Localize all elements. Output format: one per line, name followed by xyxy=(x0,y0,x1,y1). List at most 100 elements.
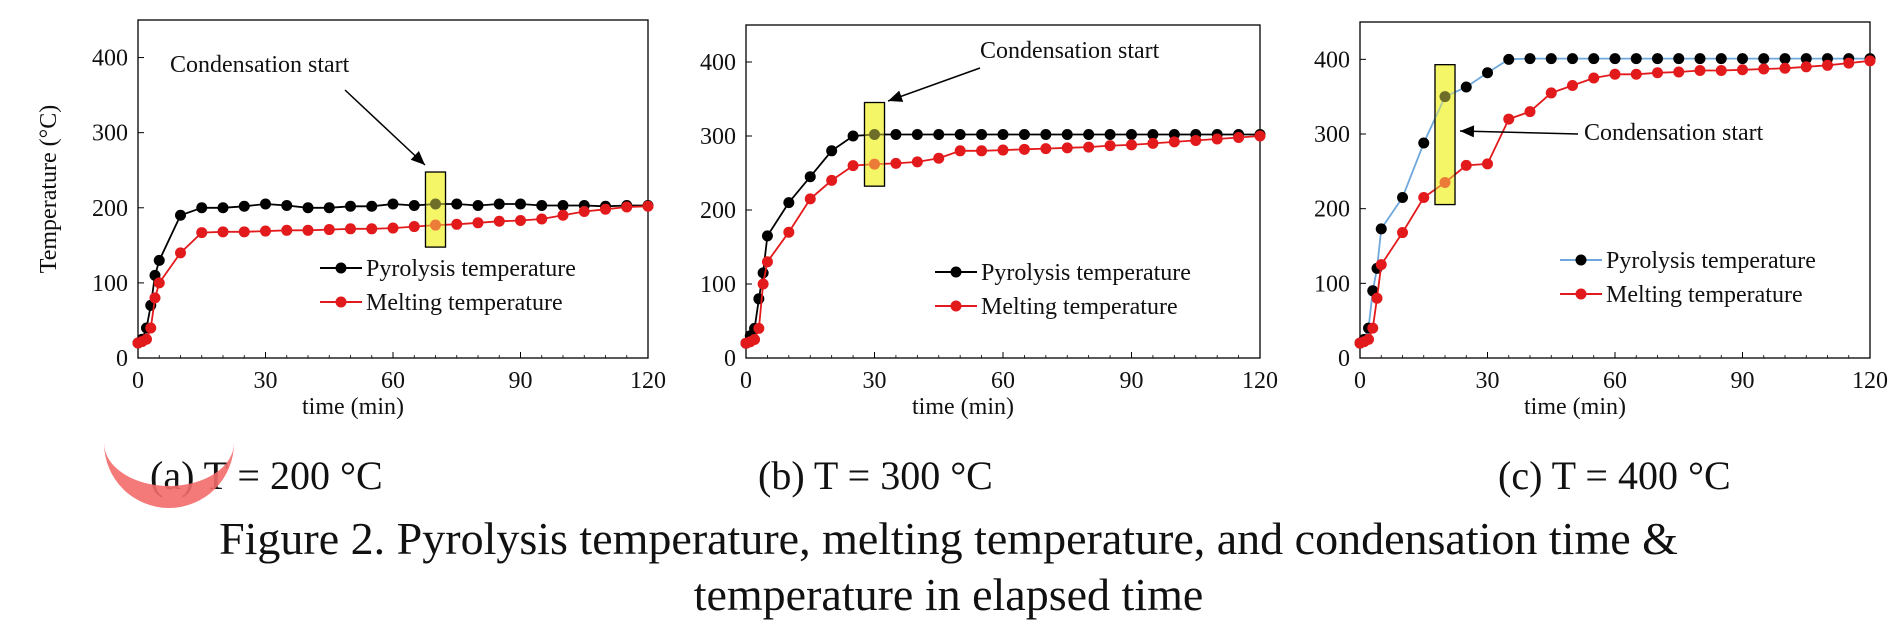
annotation-text-1: Condensation start xyxy=(980,38,1160,64)
data-point-2-0 xyxy=(1588,53,1600,65)
legend-label-0-0: Pyrolysis temperature xyxy=(366,256,576,282)
data-point-0-0 xyxy=(281,200,293,212)
data-point-0-0 xyxy=(515,198,526,210)
annotation-arrow-line-2 xyxy=(1459,130,1579,135)
data-point-2-1 xyxy=(1363,333,1374,345)
data-point-0-1 xyxy=(408,221,420,233)
subcaption-b: (b) T = 300 °C xyxy=(758,453,993,498)
y-tick-label-0: 200 xyxy=(92,196,128,222)
legend-marker-0-0 xyxy=(335,262,347,274)
data-point-2-1 xyxy=(1779,62,1791,74)
data-point-0-1 xyxy=(141,333,152,345)
data-point-0-0 xyxy=(345,200,356,212)
data-point-2-0 xyxy=(1630,53,1642,65)
data-point-2-1 xyxy=(1843,57,1855,69)
data-point-2-1 xyxy=(1609,68,1621,80)
data-point-2-0 xyxy=(1460,81,1472,93)
data-point-0-1 xyxy=(451,218,463,230)
data-point-2-0 xyxy=(1567,53,1578,65)
x-tick-label-1: 120 xyxy=(1242,368,1278,394)
data-point-1-0 xyxy=(997,129,1009,141)
data-point-2-1 xyxy=(1588,72,1600,84)
data-point-1-1 xyxy=(1147,137,1159,149)
data-point-0-0 xyxy=(451,198,463,210)
data-point-0-0 xyxy=(196,202,208,214)
annotation-text-0: Condensation start xyxy=(170,52,350,78)
legend-label-0-1: Melting temperature xyxy=(366,290,563,316)
x-tick-label-1: 90 xyxy=(1120,368,1144,394)
data-point-1-1 xyxy=(976,145,988,157)
x-tick-label-1: 60 xyxy=(991,368,1015,394)
data-point-1-0 xyxy=(911,129,923,141)
data-point-0-1 xyxy=(175,247,186,259)
data-point-1-0 xyxy=(1040,129,1052,141)
data-point-0-1 xyxy=(600,203,611,215)
legend-marker-2-1 xyxy=(1575,288,1587,300)
data-point-1-1 xyxy=(1040,143,1052,155)
data-point-2-0 xyxy=(1439,91,1451,103)
figure-caption-line-1: Figure 2. Pyrolysis temperature, melting… xyxy=(219,513,1678,564)
y-tick-label-1: 100 xyxy=(700,272,736,298)
data-point-0-1 xyxy=(281,224,293,236)
data-point-0-0 xyxy=(175,209,186,221)
y-tick-label-0: 0 xyxy=(116,346,128,372)
data-point-1-1 xyxy=(847,160,859,172)
data-point-1-0 xyxy=(976,129,988,141)
data-point-2-0 xyxy=(1758,53,1770,65)
data-point-2-1 xyxy=(1503,113,1515,125)
y-tick-label-1: 400 xyxy=(700,50,736,76)
data-point-1-0 xyxy=(757,267,769,279)
y-tick-label-2: 200 xyxy=(1314,197,1350,223)
data-point-1-1 xyxy=(1211,133,1223,145)
y-tick-label-0: 300 xyxy=(92,121,128,147)
condensation-highlight-overlay-0 xyxy=(424,171,447,248)
data-point-0-0 xyxy=(366,200,378,212)
data-point-1-1 xyxy=(1018,143,1030,155)
data-point-1-1 xyxy=(1104,140,1116,152)
annotation-arrowhead-0 xyxy=(410,151,425,165)
data-point-0-1 xyxy=(515,215,526,227)
data-point-0-1 xyxy=(536,213,548,225)
data-point-0-1 xyxy=(145,322,157,334)
data-point-1-0 xyxy=(869,129,880,141)
data-point-2-1 xyxy=(1545,87,1557,99)
data-point-0-0 xyxy=(408,200,420,212)
y-tick-label-1: 0 xyxy=(724,346,736,372)
data-point-0-1 xyxy=(149,292,161,304)
x-axis-label-2: time (min) xyxy=(1524,394,1626,420)
data-point-1-1 xyxy=(783,226,795,238)
data-point-2-0 xyxy=(1652,53,1663,65)
x-tick-label-0: 90 xyxy=(509,368,533,394)
data-point-0-1 xyxy=(345,223,356,235)
x-tick-label-2: 120 xyxy=(1852,368,1888,394)
data-point-0-1 xyxy=(323,224,335,236)
data-point-1-0 xyxy=(847,130,859,142)
data-point-0-1 xyxy=(430,219,441,231)
x-tick-label-0: 60 xyxy=(381,368,405,394)
data-point-2-1 xyxy=(1758,63,1770,75)
data-point-2-1 xyxy=(1482,158,1493,170)
data-point-0-1 xyxy=(472,217,484,229)
annotation-text-2: Condensation start xyxy=(1584,120,1764,146)
data-point-1-1 xyxy=(1126,139,1137,151)
legend-label-1-0: Pyrolysis temperature xyxy=(981,260,1191,286)
legend-label-2-1: Melting temperature xyxy=(1606,282,1803,308)
data-point-0-0 xyxy=(387,198,399,210)
data-point-1-1 xyxy=(1083,141,1095,153)
data-point-2-0 xyxy=(1482,67,1493,79)
data-point-2-1 xyxy=(1800,61,1812,73)
data-point-0-1 xyxy=(621,201,633,213)
data-point-2-0 xyxy=(1418,137,1430,149)
data-point-0-0 xyxy=(472,200,484,212)
data-point-2-0 xyxy=(1779,53,1791,65)
data-point-0-0 xyxy=(493,198,505,210)
data-point-1-0 xyxy=(1147,129,1159,141)
data-point-2-1 xyxy=(1715,65,1727,77)
data-point-1-1 xyxy=(869,158,880,170)
data-point-2-0 xyxy=(1397,191,1408,203)
legend-label-2-0: Pyrolysis temperature xyxy=(1606,248,1816,274)
data-point-0-0 xyxy=(260,198,271,210)
data-point-2-0 xyxy=(1545,53,1557,65)
data-point-2-1 xyxy=(1397,227,1408,239)
x-tick-label-1: 0 xyxy=(740,368,752,394)
